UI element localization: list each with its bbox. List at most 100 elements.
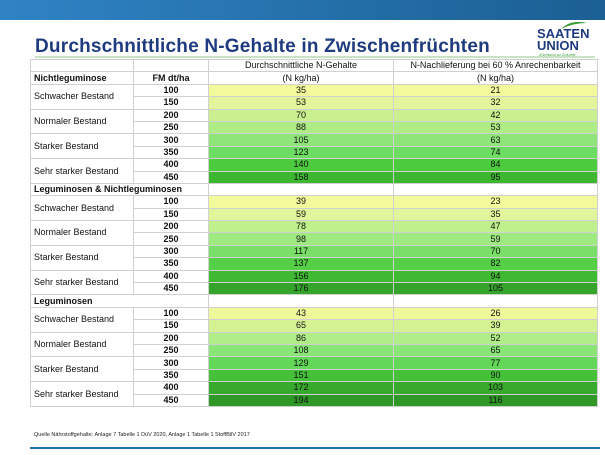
fm-value: 200 <box>133 220 209 234</box>
n-content-value: 140 <box>208 158 394 172</box>
empty-cell <box>393 182 598 197</box>
bestand-label: Sehr starker Bestand <box>30 158 134 184</box>
n-supply-value: 52 <box>393 331 598 346</box>
table-row: 350 123 74 <box>31 145 598 160</box>
n-content-value: 176 <box>208 282 394 296</box>
n-supply-value: 39 <box>393 319 598 333</box>
empty-cell <box>393 294 598 308</box>
n-supply-value: 94 <box>393 269 598 284</box>
group-label: Nichtleguminose <box>30 71 134 85</box>
n-content-value: 35 <box>208 83 394 98</box>
n-supply-value: 63 <box>393 133 598 147</box>
bestand-label: Sehr starker Bestand <box>30 381 134 407</box>
empty-cell <box>208 182 394 197</box>
table-row: Sehr starker Bestand 400 140 84 <box>30 158 598 184</box>
fm-value: 300 <box>133 133 209 147</box>
n-content-value: 70 <box>208 108 394 122</box>
fm-value: 200 <box>133 108 209 122</box>
n-supply-value: 21 <box>393 83 598 98</box>
n-content-value: 65 <box>208 319 394 333</box>
fm-value: 450 <box>133 170 209 184</box>
fm-value: 400 <box>133 269 209 284</box>
n-supply-value: 26 <box>393 306 598 321</box>
table-row: Normaler Bestand 200 70 42 <box>30 108 598 135</box>
n-supply-value: 23 <box>393 195 598 209</box>
bestand-label: Schwacher Bestand <box>30 306 134 333</box>
fm-value: 150 <box>133 96 209 110</box>
n-supply-value: 65 <box>393 343 598 358</box>
n-content-value: 43 <box>208 306 394 321</box>
n-content-value: 86 <box>208 331 394 346</box>
n-supply-value: 53 <box>393 120 598 135</box>
n-supply-value: 116 <box>393 393 598 407</box>
fm-value: 300 <box>133 244 209 259</box>
fm-value: 100 <box>133 306 209 321</box>
table-row: 250 88 53 <box>31 120 598 135</box>
group-label: Leguminosen <box>30 294 209 308</box>
table-row: Starker Bestand 300 129 77 <box>30 356 598 383</box>
n-supply-value: 74 <box>393 145 598 160</box>
fm-value: 350 <box>133 257 209 271</box>
n-supply-value: 82 <box>393 257 598 271</box>
n-supply-value: 70 <box>393 244 598 259</box>
header-row: Durchschnittliche N-Gehalte N-Nachlieferu… <box>30 58 598 73</box>
title-underline <box>35 56 595 58</box>
bestand-label: Normaler Bestand <box>30 331 134 358</box>
n-content-value: 158 <box>208 170 394 184</box>
unit-label: (N kg/ha) <box>208 71 394 85</box>
n-supply-value: 95 <box>393 170 598 184</box>
source-note: Quelle Nährstoffgehalte: Anlage 7 Tabell… <box>34 432 250 438</box>
fm-value: 150 <box>133 319 209 333</box>
table-row: 150 65 39 <box>31 319 598 333</box>
fm-value: 150 <box>133 207 209 222</box>
n-supply-value: 32 <box>393 96 598 110</box>
fm-value: 350 <box>133 368 209 383</box>
fm-value: 250 <box>133 232 209 246</box>
fm-value: 250 <box>133 120 209 135</box>
n-supply-value: 103 <box>393 381 598 395</box>
n-content-value: 105 <box>208 133 394 147</box>
bestand-label: Schwacher Bestand <box>30 195 134 222</box>
table-row: Normaler Bestand 200 78 47 <box>30 220 598 246</box>
empty-cell <box>208 294 394 308</box>
table-row: 250 98 59 <box>31 232 598 246</box>
n-supply-value: 47 <box>393 220 598 234</box>
table-row: 450 194 116 <box>31 393 598 407</box>
unit-label: (N kg/ha) <box>393 71 598 85</box>
fm-value: 400 <box>133 381 209 395</box>
n-content-value: 59 <box>208 207 394 222</box>
fm-header: FM dt/ha <box>133 71 209 85</box>
n-content-value: 137 <box>208 257 394 271</box>
n-content-value: 123 <box>208 145 394 160</box>
header-n-supply: N-Nachlieferung bei 60 % Anrechenbarkeit <box>393 58 598 73</box>
n-content-value: 172 <box>208 381 394 395</box>
table-row: Schwacher Bestand 100 35 21 <box>30 83 598 110</box>
fm-value: 100 <box>133 83 209 98</box>
table-row: Starker Bestand 300 117 70 <box>30 244 598 271</box>
n-supply-value: 35 <box>393 207 598 222</box>
fm-value: 350 <box>133 145 209 160</box>
bestand-label: Schwacher Bestand <box>30 83 134 110</box>
table-row: 450 176 105 <box>31 282 598 296</box>
table-row: 150 53 32 <box>31 96 598 110</box>
fm-value: 450 <box>133 393 209 407</box>
n-content-value: 53 <box>208 96 394 110</box>
bestand-label: Normaler Bestand <box>30 108 134 135</box>
fm-value: 100 <box>133 195 209 209</box>
saaten-union-logo: SAATEN UNION Züchtung ist Zukunft <box>533 21 595 61</box>
group-row: Leguminosen <box>30 294 598 308</box>
table-row: Starker Bestand 300 105 63 <box>30 133 598 160</box>
table-row: 450 158 95 <box>31 170 598 184</box>
n-content-value: 88 <box>208 120 394 135</box>
table-row: Schwacher Bestand 100 43 26 <box>30 306 598 333</box>
table-row: Schwacher Bestand 100 39 23 <box>30 195 598 222</box>
bestand-label: Starker Bestand <box>30 133 134 160</box>
n-supply-value: 105 <box>393 282 598 296</box>
n-supply-value: 42 <box>393 108 598 122</box>
n-supply-value: 84 <box>393 158 598 172</box>
bestand-label: Starker Bestand <box>30 356 134 383</box>
fm-value: 250 <box>133 343 209 358</box>
slide-title: Durchschnittliche N-Gehalte in Zwischenf… <box>35 36 490 57</box>
n-supply-value: 90 <box>393 368 598 383</box>
group-label: Leguminosen & Nichtleguminosen <box>30 182 209 197</box>
